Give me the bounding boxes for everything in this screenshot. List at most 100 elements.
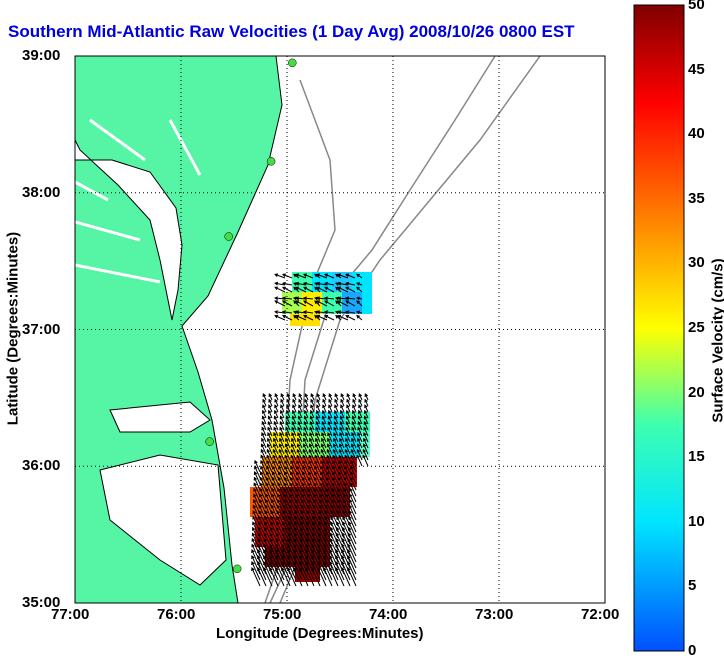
velocity-arrow (316, 398, 321, 407)
velocity-arrow (335, 543, 345, 563)
velocity-arrow (332, 459, 339, 473)
velocity-arrow (315, 420, 321, 431)
velocity-arrow (303, 409, 309, 419)
velocity-arrow (363, 437, 369, 449)
velocity-arrow (332, 465, 339, 479)
velocity-arrow (281, 549, 291, 569)
x-tick-label: 75:00 (263, 606, 302, 623)
velocity-arrow (323, 310, 335, 314)
velocity-arrow (278, 454, 285, 467)
velocity-arrow (314, 443, 321, 455)
colorbar-tick-label: 15 (688, 448, 705, 466)
velocity-arrow (345, 286, 356, 293)
velocity-arrow (363, 420, 369, 431)
velocity-arrow (329, 561, 339, 581)
x-axis-label: Longitude (Degrees:Minutes) (216, 625, 424, 642)
velocity-arrow (266, 448, 273, 461)
colorbar-label: Surface Velocity (cm/s) (709, 258, 724, 423)
velocity-arrow (364, 393, 369, 401)
velocity-arrow (284, 465, 291, 479)
velocity-arrow (273, 437, 279, 449)
velocity-arrow (299, 543, 309, 563)
velocity-arrow (349, 493, 357, 509)
velocity-arrow (287, 526, 297, 545)
velocity-arrow (337, 314, 349, 321)
velocity-arrow (261, 409, 267, 419)
velocity-arrow (302, 459, 309, 473)
velocity-arrow (260, 465, 267, 479)
velocity-arrow (351, 415, 357, 425)
velocity-arrow (323, 561, 333, 581)
velocity-arrow (350, 448, 357, 461)
velocity-arrow (273, 415, 279, 425)
velocity-arrow (292, 398, 297, 407)
velocity-arrow (271, 487, 279, 503)
velocity-arrow (333, 432, 339, 443)
velocity-arrow (291, 415, 297, 425)
velocity-arrow (319, 487, 327, 503)
velocity-arrow (299, 537, 309, 557)
velocity-arrow (341, 555, 351, 575)
velocity-arrow (279, 420, 285, 431)
velocity-arrow (269, 561, 279, 581)
velocity-arrow (320, 459, 327, 473)
velocity-arrow (335, 537, 345, 557)
velocity-arrow (341, 526, 351, 545)
velocity-arrow (351, 409, 357, 419)
velocity-arrow (275, 532, 285, 551)
velocity-arrow (269, 567, 279, 587)
chart-title: Southern Mid-Atlantic Raw Velocities (1 … (8, 22, 575, 41)
velocity-arrow (267, 409, 273, 419)
velocity-arrow (350, 459, 357, 473)
velocity-arrow (273, 426, 279, 437)
velocity-arrow (263, 526, 273, 545)
velocity-arrow (293, 526, 303, 545)
y-tick-label: 36:00 (22, 457, 61, 475)
velocity-arrow (271, 476, 279, 491)
velocity-arrow (305, 555, 315, 575)
velocity-arrow (314, 459, 321, 473)
velocity-arrow (310, 404, 315, 413)
velocity-arrow (285, 437, 291, 449)
velocity-arrow (316, 296, 328, 301)
velocity-arrow (338, 448, 345, 461)
velocity-arrow (334, 404, 339, 413)
velocity-arrow (262, 393, 267, 401)
velocity-arrow (323, 537, 333, 557)
x-tick-label: 74:00 (369, 606, 408, 623)
velocity-arrow (303, 426, 309, 437)
velocity-arrow (299, 555, 309, 575)
station-marker (224, 232, 233, 241)
velocity-arrow (346, 398, 351, 407)
velocity-arrow (281, 273, 293, 279)
velocity-arrow (344, 465, 351, 479)
velocity-arrow (335, 555, 345, 575)
velocity-arrow (287, 549, 297, 569)
velocity-arrow (275, 549, 285, 569)
velocity-arrow (269, 532, 279, 551)
velocity-arrow (316, 281, 328, 286)
velocity-arrow (337, 286, 349, 293)
velocity-arrow (329, 537, 339, 557)
velocity-arrow (295, 476, 303, 491)
velocity-arrow (295, 300, 307, 307)
velocity-arrow (345, 296, 356, 301)
velocity-arrow (281, 310, 293, 314)
velocity-arrow (297, 437, 303, 449)
velocity-arrow (280, 404, 285, 413)
velocity-arrow (257, 561, 267, 581)
velocity-arrow (355, 296, 363, 301)
velocity-arrow (272, 465, 279, 479)
velocity-arrow (316, 300, 328, 307)
velocity-arrow (268, 404, 273, 413)
velocity-arrow (272, 443, 279, 455)
velocity-arrow (323, 532, 333, 551)
velocity-arrow (261, 420, 267, 431)
velocity-arrow (296, 454, 303, 467)
velocity-arrow (317, 537, 327, 557)
velocity-arrow (344, 448, 351, 461)
station-marker (288, 58, 297, 68)
plot-frame (74, 55, 606, 604)
velocity-arrow (274, 398, 279, 407)
velocity-arrow (340, 393, 345, 401)
